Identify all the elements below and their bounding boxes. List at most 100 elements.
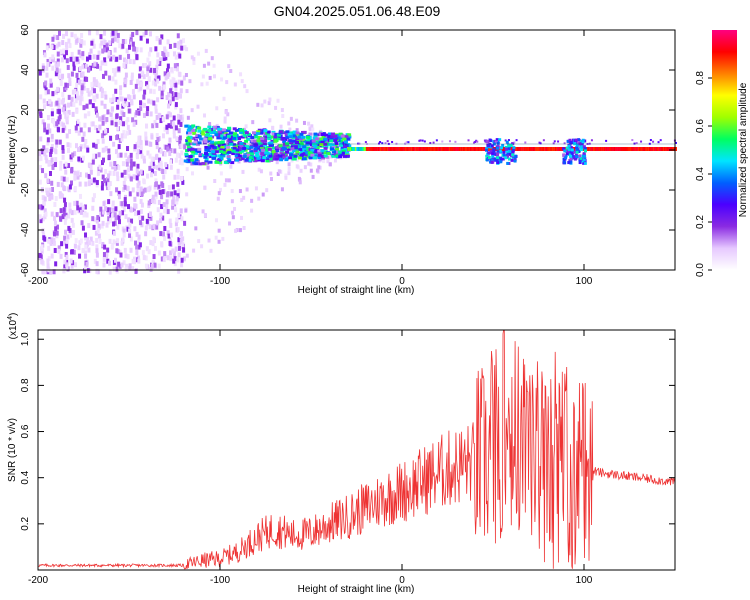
spectrogram-cell [157,75,161,81]
spectrogram-cell [256,102,260,107]
spectrogram-cell [216,136,221,140]
spectrogram-cell [327,134,332,138]
spectrogram-cell [245,145,250,149]
spectrogram-cell [83,63,87,69]
spectrogram-cell [178,135,182,141]
spectrogram-cell [144,231,148,237]
spectrogram-cell [279,130,284,134]
spectrogram-cell [623,147,626,151]
spectrogram-cell [308,132,313,136]
spectrogram-cell [184,152,189,156]
spectrogram-cell [465,147,468,151]
spectrogram-cell [496,156,500,160]
spectrogram-cell [257,196,261,201]
spectrogram-cell [338,136,343,140]
spectrogram-cell [82,79,86,85]
spectrogram-cell [150,134,154,140]
spectrogram-cell [204,151,209,155]
spectrogram-cell [270,157,275,161]
spectrogram-cell [101,115,105,121]
spectrogram-cell [171,199,175,205]
spectrogram-cell [50,237,54,243]
spectrogram-cell [217,228,221,233]
spectrogram-cell [81,155,85,161]
spectrogram-cell [149,141,153,147]
spectrogram-cell [226,129,231,133]
spectrogram-cell [537,147,540,151]
spectrogram-cell [658,147,661,151]
spectrogram-cell [530,147,533,151]
spectrogram-cell [131,187,135,193]
spectrogram-cell [574,138,578,142]
spectrogram-cell [127,173,131,179]
spectrogram-cell [159,231,163,237]
spectrogram-cell [234,150,239,154]
spectrogram-cell [184,208,188,213]
spectrogram-cell [61,99,65,105]
spectrogram-cell [529,147,532,151]
spectrogram-cell [217,142,222,146]
spectrogram-cell [71,152,75,158]
spectrogram-cell [468,147,471,151]
spectrogram-cell [618,147,621,151]
spectrogram-cell [43,208,47,214]
spectrogram-cell [487,156,491,160]
spectrogram-cell [535,147,538,151]
spectrogram-cell [451,147,454,151]
spectrogram-cell [175,196,179,202]
spectrogram-cell [142,32,146,38]
spectrogram-cell [120,172,124,178]
spectrogram-cell [281,114,285,119]
spectrogram-cell [73,175,77,181]
spectrogram-cell [588,142,591,145]
spectrogram-cell [190,162,195,166]
spectrogram-cell [301,135,306,139]
spectrogram-cell [287,162,291,167]
spectrogram-cell [136,79,140,85]
spectrogram-cell [81,55,85,61]
spectrogram-cell [64,50,68,56]
spectrogram-cell [97,223,101,229]
spectrogram-cell [268,143,273,147]
x-tick-label: 0 [399,276,405,287]
spectrogram-cell [128,222,132,228]
spectrogram-cell [210,144,215,148]
spectrogram-cell [292,157,297,161]
spectrogram-cell [81,71,85,77]
spectrogram-cell [239,128,244,132]
spectrogram-cell [155,114,159,120]
spectrogram-cell [599,147,602,151]
spectrogram-cell [138,142,142,148]
spectrogram-cell [103,178,107,184]
spectrogram-cell [107,53,111,59]
spectrogram-cell [153,68,157,74]
spectrogram-cell [56,58,60,64]
spectrogram-cell [101,147,105,153]
spectrogram-cell [72,65,76,71]
spectrogram-cell [457,147,460,151]
spectrogram-cell [204,133,209,137]
spectrogram-cell [382,147,385,151]
spectrogram-cell [81,247,85,253]
spectrogram-cell [277,137,282,141]
spectrogram-cell [122,187,126,193]
spectrogram-cell [233,135,238,139]
spectrogram-cell [116,176,120,182]
spectrogram-cell [489,147,492,151]
spectrogram-cell [287,133,292,137]
spectrogram-cell [79,238,83,244]
spectrogram-cell [43,52,47,58]
spectrogram-cell [45,158,49,164]
spectrogram-cell [474,147,477,151]
spectrogram-cell [206,131,211,135]
spectrogram-cell [353,147,356,151]
spectrogram-cell [113,160,117,166]
spectrogram-cell [117,194,121,200]
spectrogram-cell [38,70,42,76]
spectrogram-cell [124,213,128,219]
spectrogram-cell [221,128,226,132]
spectrogram-cell [204,148,209,152]
spectrogram-cell [75,72,79,78]
spectrogram-cell [179,88,183,94]
spectrogram-cell [65,243,69,249]
